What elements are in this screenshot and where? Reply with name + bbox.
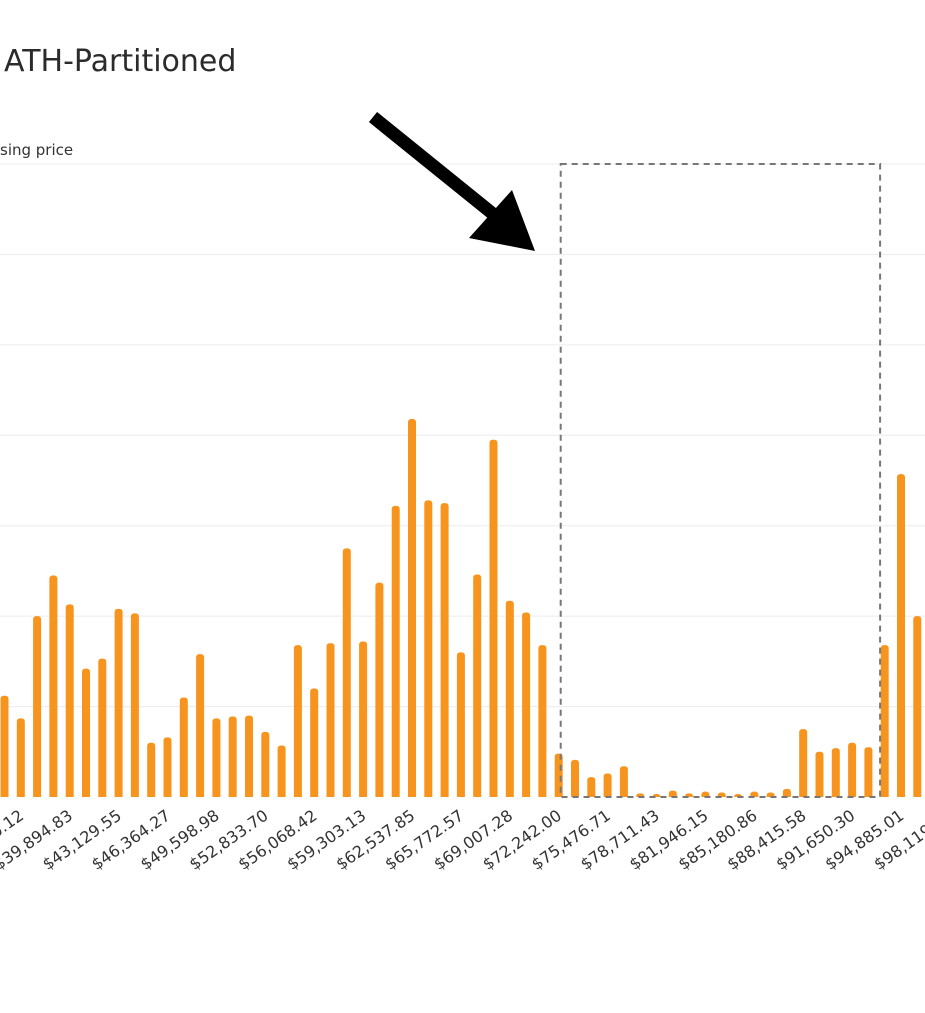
bar [228,716,237,800]
bar [391,505,400,800]
bar [293,645,302,800]
bar [440,503,449,800]
bar [261,731,270,800]
bar [130,613,139,800]
bar-layer [0,419,925,803]
bar [33,616,42,800]
bar [522,612,531,800]
bar [505,600,514,800]
bar [473,574,482,800]
bar [342,548,351,800]
bar [408,419,416,800]
bar [424,500,433,800]
bar [98,658,107,800]
bar [456,652,465,800]
bar [179,697,188,800]
bar [848,742,857,800]
bar [49,575,58,800]
chart-title: ATH-Partitioned [4,44,237,79]
bar [310,688,319,800]
bar [913,616,922,800]
bar [864,747,873,800]
bar [245,715,253,800]
legend-label: sing price [0,141,74,159]
bar [0,695,9,800]
bar [82,668,90,800]
bar [799,729,808,800]
bar [880,645,889,800]
baseline-mask [0,797,925,803]
bar [571,759,579,800]
bar [489,439,498,800]
bar [65,604,74,800]
bar [16,718,25,800]
bar [359,641,368,800]
highlight-box [559,163,882,798]
bar [587,777,596,800]
bar [196,654,205,800]
bar [212,718,221,800]
arrow-shaft [368,111,503,224]
tick-label-layer: $36,660.12$39,894.83$43,129.55$46,364.27… [0,806,925,874]
bar [619,766,628,800]
bar [147,742,156,800]
bar [163,737,172,800]
bar [897,474,905,800]
bar [831,748,840,800]
bar [277,745,286,800]
bar [603,773,612,800]
bar [114,608,123,800]
bar [375,582,384,800]
bar [815,751,824,800]
bar [326,643,335,800]
arrow-head [469,190,535,251]
annotation-arrow [368,111,535,251]
bar [538,645,547,800]
